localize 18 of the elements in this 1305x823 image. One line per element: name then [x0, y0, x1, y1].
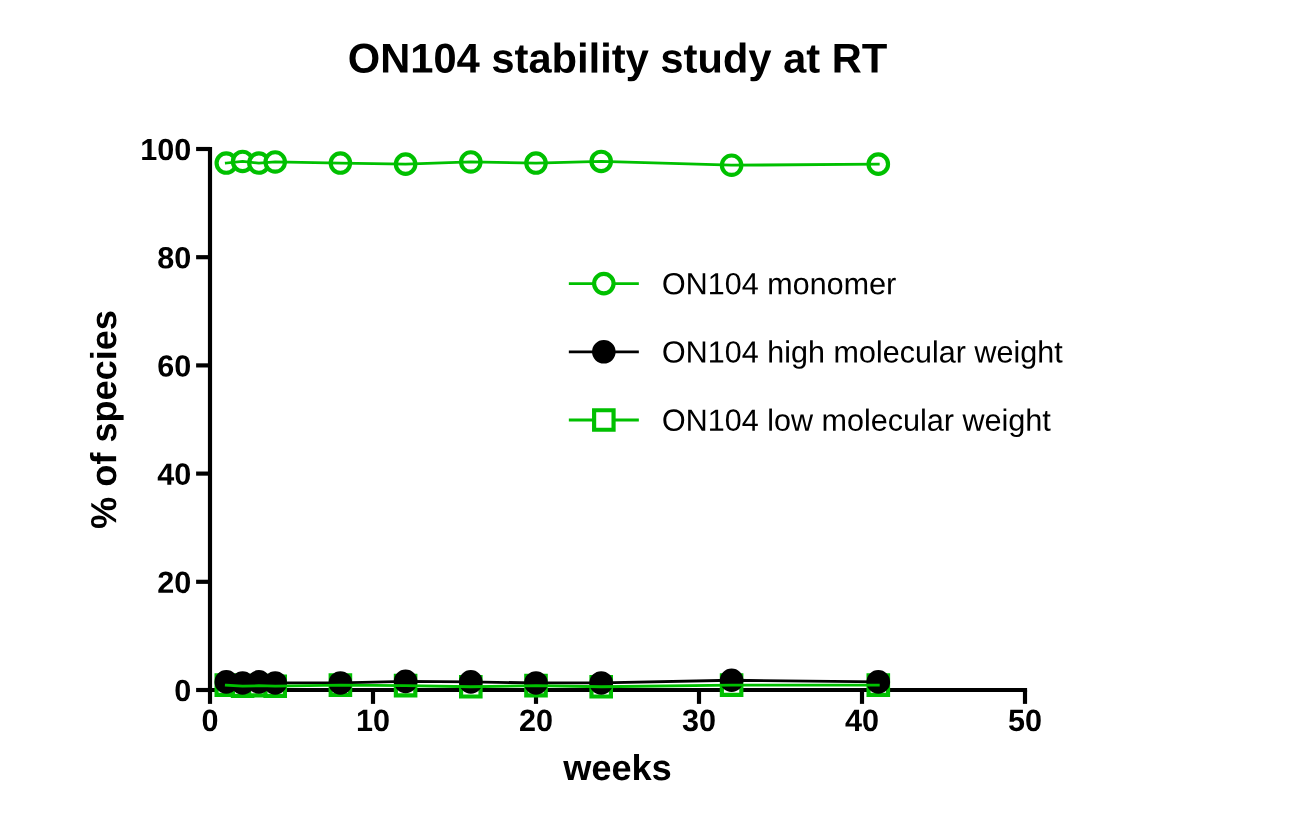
y-tick-label: 60 [158, 355, 190, 377]
y-tick-label: 20 [158, 571, 190, 594]
y-tick-label: 80 [158, 246, 190, 269]
x-tick-label: 30 [682, 709, 715, 732]
x-tick-label: 20 [520, 709, 552, 732]
y-tick-label: 40 [157, 463, 190, 485]
legend-label: ON104 monomer [663, 272, 896, 295]
chart-title: ON104 stability study at RT [349, 42, 887, 82]
legend-label: ON104 low molecular weight [663, 408, 1051, 438]
x-tick-label: 40 [845, 709, 878, 732]
y-tick-label: 0 [175, 679, 190, 702]
y-tick-label: 100 [142, 138, 190, 161]
x-tick-label: 50 [1008, 709, 1041, 732]
x-axis-title: weeks [563, 753, 671, 781]
legend-label: ON104 high molecular weight [663, 340, 1063, 369]
x-tick-label: 0 [202, 709, 218, 732]
x-tick-label: 10 [357, 709, 389, 732]
y-axis-title: % of species [89, 311, 124, 528]
